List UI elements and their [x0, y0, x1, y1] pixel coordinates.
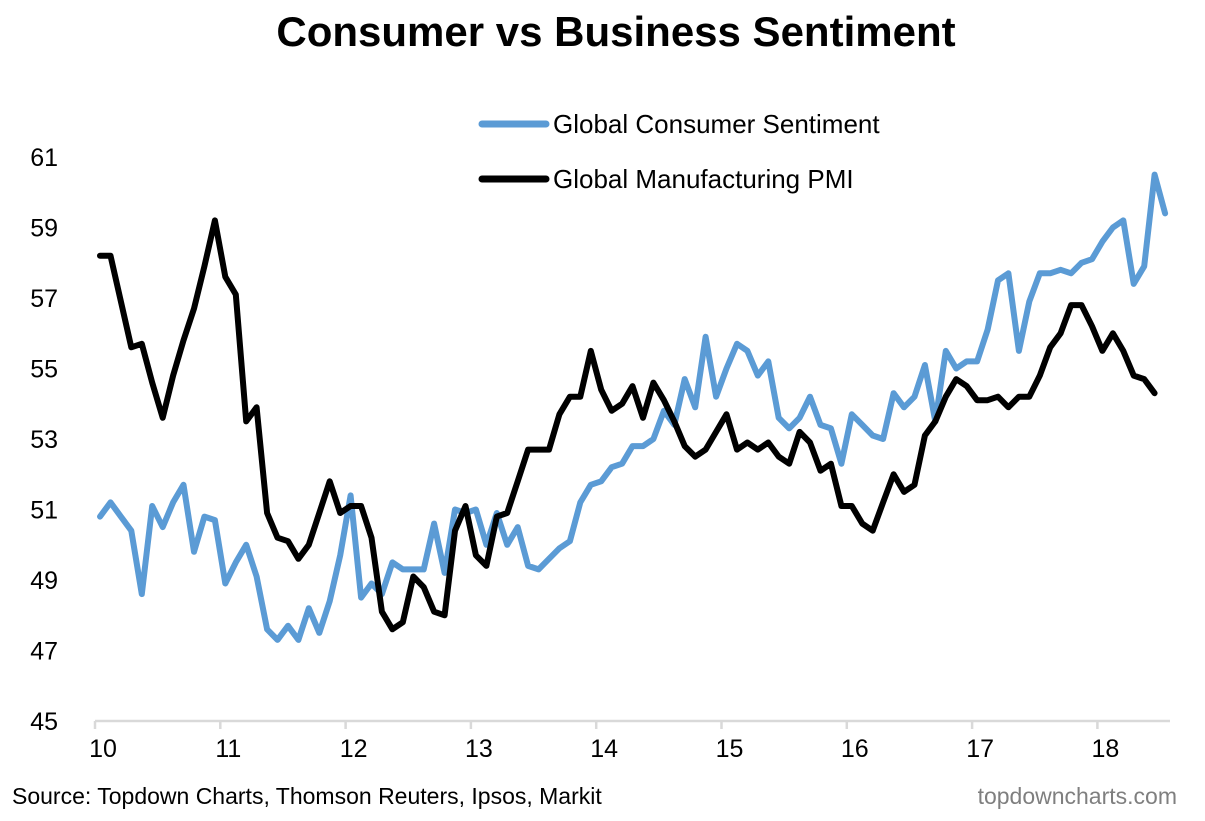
y-axis: 45 47 49 51 53 55 57 59 61 — [30, 144, 58, 736]
y-tick-label: 45 — [30, 708, 58, 736]
x-axis: 10 11 12 13 14 15 16 17 18 — [89, 719, 1170, 763]
x-tick-label: 13 — [465, 735, 493, 763]
series-manufacturing-pmi — [97, 217, 1158, 633]
legend-item: Global Consumer Sentiment — [478, 109, 880, 139]
legend-label: Global Manufacturing PMI — [553, 164, 854, 194]
chart-title: Consumer vs Business Sentiment — [276, 8, 956, 55]
legend-item: Global Manufacturing PMI — [478, 164, 854, 194]
series-line — [97, 171, 1169, 643]
y-tick-label: 59 — [30, 215, 58, 243]
y-tick-label: 61 — [30, 144, 58, 172]
x-tick-label: 15 — [716, 735, 744, 763]
y-tick-label: 49 — [30, 567, 58, 595]
x-tick-label: 11 — [215, 735, 241, 763]
x-tick-label: 12 — [340, 735, 368, 763]
source-note: Source: Topdown Charts, Thomson Reuters,… — [12, 783, 602, 809]
x-tick-label: 14 — [590, 735, 618, 763]
series-consumer-sentiment — [97, 171, 1169, 643]
y-tick-label: 51 — [30, 497, 58, 525]
legend-label: Global Consumer Sentiment — [553, 109, 880, 139]
y-tick-label: 53 — [30, 426, 58, 454]
brand-watermark: topdowncharts.com — [977, 783, 1177, 809]
series-layer — [97, 171, 1169, 643]
x-tick-label: 16 — [841, 735, 869, 763]
y-tick-label: 47 — [30, 638, 58, 666]
y-tick-label: 55 — [30, 356, 58, 384]
legend: Global Consumer Sentiment Global Manufact… — [478, 109, 880, 194]
y-tick-label: 57 — [30, 285, 58, 313]
x-tick-label: 18 — [1091, 735, 1119, 763]
x-tick-label: 10 — [89, 735, 117, 763]
x-tick-label: 17 — [966, 735, 994, 763]
series-line — [97, 217, 1158, 633]
